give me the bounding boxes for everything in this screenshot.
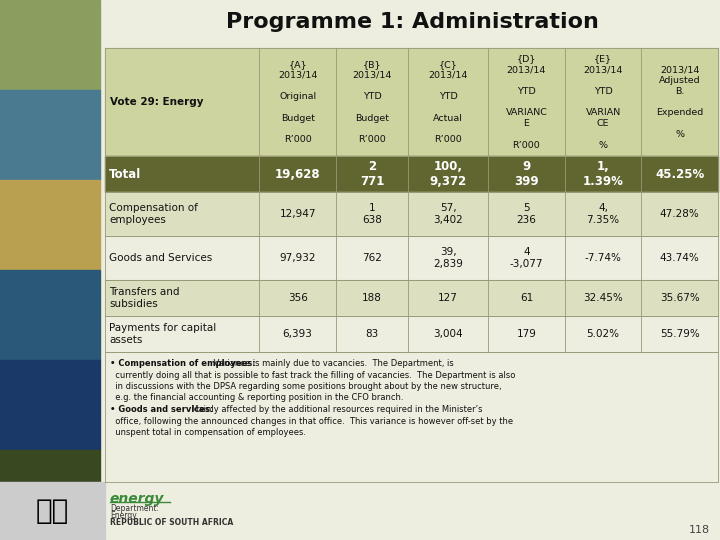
Text: {D}
2013/14

YTD

VARIANC
E

R’000: {D} 2013/14 YTD VARIANC E R’000 xyxy=(505,55,547,150)
Text: 47.28%: 47.28% xyxy=(660,209,700,219)
Text: -7.74%: -7.74% xyxy=(585,253,621,263)
Bar xyxy=(105,280,718,316)
Bar xyxy=(105,192,718,236)
Bar xyxy=(0,90,100,180)
Text: 4,
7.35%: 4, 7.35% xyxy=(587,204,620,225)
Bar xyxy=(105,156,718,192)
Text: 5
236: 5 236 xyxy=(516,204,536,225)
Bar xyxy=(0,179,100,270)
Text: 97,932: 97,932 xyxy=(279,253,316,263)
Text: 1
638: 1 638 xyxy=(362,204,382,225)
Text: 🇿🇦: 🇿🇦 xyxy=(35,497,68,525)
Text: Vote 29: Energy: Vote 29: Energy xyxy=(110,97,204,107)
Text: 2
771: 2 771 xyxy=(360,160,384,188)
Text: 83: 83 xyxy=(366,329,379,339)
Text: 127: 127 xyxy=(438,293,458,303)
Text: 35.67%: 35.67% xyxy=(660,293,700,303)
Text: Department:: Department: xyxy=(110,504,159,513)
Text: 3,004: 3,004 xyxy=(433,329,463,339)
Bar xyxy=(105,48,718,156)
Text: 45.25%: 45.25% xyxy=(655,167,704,180)
Bar xyxy=(0,0,100,90)
Bar xyxy=(105,352,718,482)
Text: 100,
9,372: 100, 9,372 xyxy=(430,160,467,188)
Bar xyxy=(105,236,718,280)
Text: energy: energy xyxy=(110,492,164,506)
Text: 39,
2,839: 39, 2,839 xyxy=(433,247,463,268)
Text: Compensation of
employees: Compensation of employees xyxy=(109,203,198,225)
Text: 57,
3,402: 57, 3,402 xyxy=(433,204,463,225)
Text: 32.45%: 32.45% xyxy=(583,293,623,303)
Bar xyxy=(0,269,100,360)
Text: 356: 356 xyxy=(288,293,307,303)
Bar xyxy=(0,482,105,540)
Text: 762: 762 xyxy=(362,253,382,263)
Text: 5.02%: 5.02% xyxy=(587,329,620,339)
Text: {C}
2013/14

YTD

Actual

R’000: {C} 2013/14 YTD Actual R’000 xyxy=(428,60,468,144)
Text: currently doing all that is possible to fast track the filling of vacancies.  Th: currently doing all that is possible to … xyxy=(110,370,516,380)
Text: {A}
2013/14

Original

Budget

R’000: {A} 2013/14 Original Budget R’000 xyxy=(278,60,318,144)
Text: 61: 61 xyxy=(520,293,533,303)
Text: Goods and Services: Goods and Services xyxy=(109,253,212,263)
Text: 9
399: 9 399 xyxy=(514,160,539,188)
Text: office, following the announced changes in that office.  This variance is howeve: office, following the announced changes … xyxy=(110,416,513,426)
Bar xyxy=(0,449,100,540)
Text: Total: Total xyxy=(109,167,141,180)
Text: Payments for capital
assets: Payments for capital assets xyxy=(109,323,216,345)
Text: Mainly affected by the additional resources required in the Minister’s: Mainly affected by the additional resour… xyxy=(186,405,482,414)
Text: unspent total in compensation of employees.: unspent total in compensation of employe… xyxy=(110,428,306,437)
Text: 12,947: 12,947 xyxy=(279,209,316,219)
Text: e.g. the financial accounting & reporting position in the CFO branch.: e.g. the financial accounting & reportin… xyxy=(110,394,403,402)
Bar xyxy=(105,316,718,352)
Text: Transfers and
subsidies: Transfers and subsidies xyxy=(109,287,179,309)
Text: 19,628: 19,628 xyxy=(275,167,320,180)
Bar xyxy=(0,360,100,450)
Text: 43.74%: 43.74% xyxy=(660,253,700,263)
Text: • Goods and services:: • Goods and services: xyxy=(110,405,213,414)
Text: REPUBLIC OF SOUTH AFRICA: REPUBLIC OF SOUTH AFRICA xyxy=(110,518,233,527)
Text: 179: 179 xyxy=(516,329,536,339)
Text: 188: 188 xyxy=(362,293,382,303)
Text: Energy: Energy xyxy=(110,511,137,520)
Text: 1,
1.39%: 1, 1.39% xyxy=(582,160,624,188)
Text: • Compensation of employees:: • Compensation of employees: xyxy=(110,359,256,368)
Text: 6,393: 6,393 xyxy=(283,329,312,339)
Text: Variance is mainly due to vacancies.  The Department, is: Variance is mainly due to vacancies. The… xyxy=(211,359,454,368)
Text: 55.79%: 55.79% xyxy=(660,329,700,339)
Text: 4
-3,077: 4 -3,077 xyxy=(510,247,543,268)
Text: 2013/14
Adjusted
B.

Expended

%: 2013/14 Adjusted B. Expended % xyxy=(656,65,703,139)
Text: {E}
2013/14

YTD

VARIAN
CE

%: {E} 2013/14 YTD VARIAN CE % xyxy=(583,55,623,150)
Text: {B}
2013/14

YTD

Budget

R’000: {B} 2013/14 YTD Budget R’000 xyxy=(352,60,392,144)
Text: 118: 118 xyxy=(689,525,710,535)
Text: in discussions with the DPSA regarding some positions brought about by the new s: in discussions with the DPSA regarding s… xyxy=(110,382,502,391)
Text: Programme 1: Administration: Programme 1: Administration xyxy=(225,12,598,32)
